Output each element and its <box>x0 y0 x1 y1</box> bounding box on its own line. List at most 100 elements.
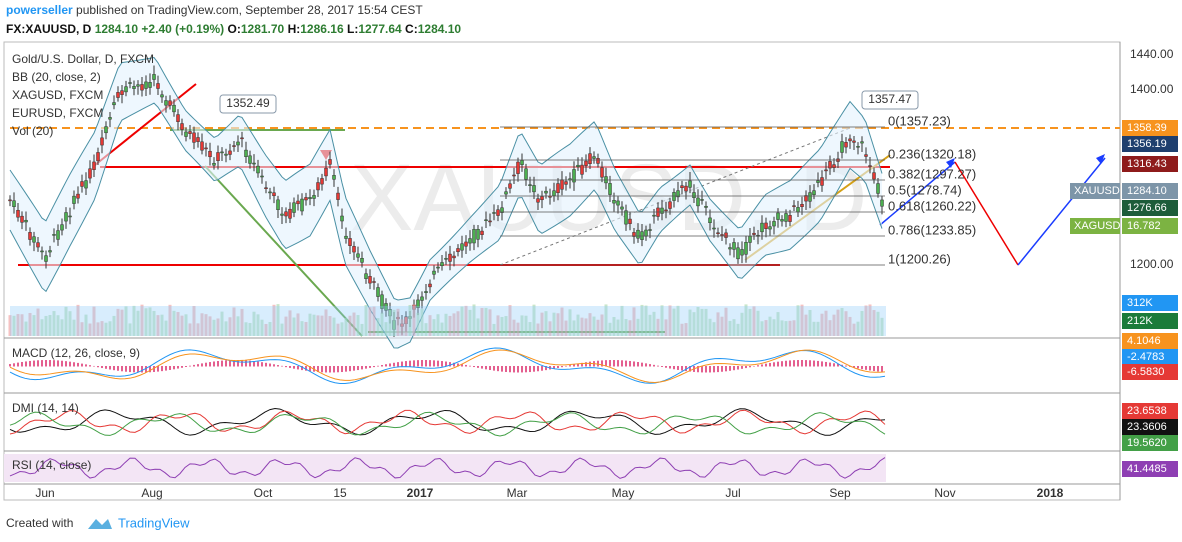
candle-body <box>648 229 652 231</box>
candle-body <box>72 195 76 204</box>
macd-hist <box>589 361 591 367</box>
volume-bar <box>728 320 732 336</box>
volume-bar <box>644 305 648 336</box>
candle-body <box>152 74 156 80</box>
candle-body <box>744 242 748 255</box>
time-tick-label: 2017 <box>407 486 434 500</box>
macd-hist <box>145 366 147 373</box>
price-tag <box>1122 218 1178 234</box>
volume-bar <box>500 316 504 336</box>
open: 1281.70 <box>241 22 285 36</box>
candle-body <box>36 242 40 248</box>
macd-hist <box>129 366 131 373</box>
candle-body <box>776 212 780 220</box>
volume-bar <box>504 316 508 336</box>
rsi-band <box>4 454 886 482</box>
macd-hist <box>517 366 519 373</box>
volume-bar <box>404 317 408 336</box>
candle-body <box>536 198 540 203</box>
price-tag-label: 23.6538 <box>1127 405 1167 417</box>
macd-hist <box>53 360 55 367</box>
footer-text: Created with <box>6 516 73 530</box>
candle-body <box>60 224 64 231</box>
series-tag-label: XAGUSD <box>1074 220 1121 232</box>
macd-hist <box>673 366 675 370</box>
volume-bar <box>552 312 556 336</box>
volume-bar <box>60 319 64 336</box>
candle-body <box>304 197 308 201</box>
macd-hist <box>317 366 319 373</box>
volume-bar <box>228 317 232 336</box>
macd-hist <box>441 361 443 367</box>
volume-bar <box>524 315 528 336</box>
price-tick-label: 1400.00 <box>1130 82 1174 96</box>
macd-hist <box>769 362 771 367</box>
macd-hist <box>813 360 815 367</box>
volume-bar <box>472 304 476 336</box>
fib-label: 0(1357.23) <box>888 113 951 128</box>
macd-hist <box>205 362 207 367</box>
fib-label: 1(1200.26) <box>888 251 951 266</box>
candle-body <box>512 174 516 177</box>
volume-bar <box>136 310 140 336</box>
volume-bar <box>588 313 592 336</box>
price-tag-label: 4.1046 <box>1127 335 1161 347</box>
callout: 1352.49 <box>226 96 270 110</box>
candle-body <box>524 168 528 180</box>
macd-hist <box>289 366 291 368</box>
macd-hist <box>749 366 751 368</box>
price-tag-label: 16.782 <box>1127 220 1161 232</box>
volume-bar <box>416 312 420 336</box>
volume-bar <box>116 308 120 336</box>
volume-bar <box>24 321 28 336</box>
brand[interactable]: TradingView <box>118 515 190 530</box>
macd-hist <box>533 366 535 372</box>
candle-body <box>516 161 520 174</box>
macd-hist <box>853 366 855 368</box>
macd-hist <box>869 366 871 371</box>
macd-hist <box>817 360 819 367</box>
volume-bar <box>820 313 824 336</box>
callout: 1357.47 <box>868 92 912 106</box>
volume-bar <box>412 304 416 336</box>
volume-bar <box>848 316 852 336</box>
volume-bar <box>608 322 612 336</box>
macd-hist <box>241 360 243 367</box>
candle-body <box>432 270 436 275</box>
candle-body <box>208 150 212 158</box>
macd-hist <box>877 366 879 372</box>
time-tick-label: 2018 <box>1037 486 1064 500</box>
candle-body <box>608 183 612 195</box>
macd-hist <box>789 360 791 367</box>
macd-hist <box>561 366 563 368</box>
volume-bar <box>272 304 276 336</box>
candle-body <box>556 183 560 194</box>
macd-hist <box>653 364 655 367</box>
fib-label: 0.382(1297.27) <box>888 166 976 181</box>
volume-bar <box>716 312 720 336</box>
volume-bar <box>616 319 620 336</box>
volume-bar <box>112 315 116 336</box>
macd-hist <box>37 360 39 367</box>
volume-bar <box>280 323 284 336</box>
macd-hist <box>177 366 179 369</box>
candle-body <box>168 100 172 106</box>
fib-label: 0.786(1233.85) <box>888 222 976 237</box>
volume-bar <box>124 306 128 336</box>
author[interactable]: powerseller <box>6 3 73 17</box>
volume-bar <box>48 314 52 336</box>
volume-bar <box>148 307 152 336</box>
volume-bar <box>488 309 492 336</box>
macd-hist <box>857 366 859 369</box>
candle-body <box>816 180 820 183</box>
volume-bar <box>248 322 252 336</box>
macd-hist <box>797 360 799 367</box>
candle-body <box>8 199 12 202</box>
price-tag <box>1122 419 1178 435</box>
projection-arrow <box>954 161 1019 266</box>
volume-bar <box>748 308 752 336</box>
price-tag <box>1122 183 1178 199</box>
candle-body <box>84 180 88 189</box>
macd-hist <box>641 362 643 367</box>
candle-body <box>644 229 648 237</box>
